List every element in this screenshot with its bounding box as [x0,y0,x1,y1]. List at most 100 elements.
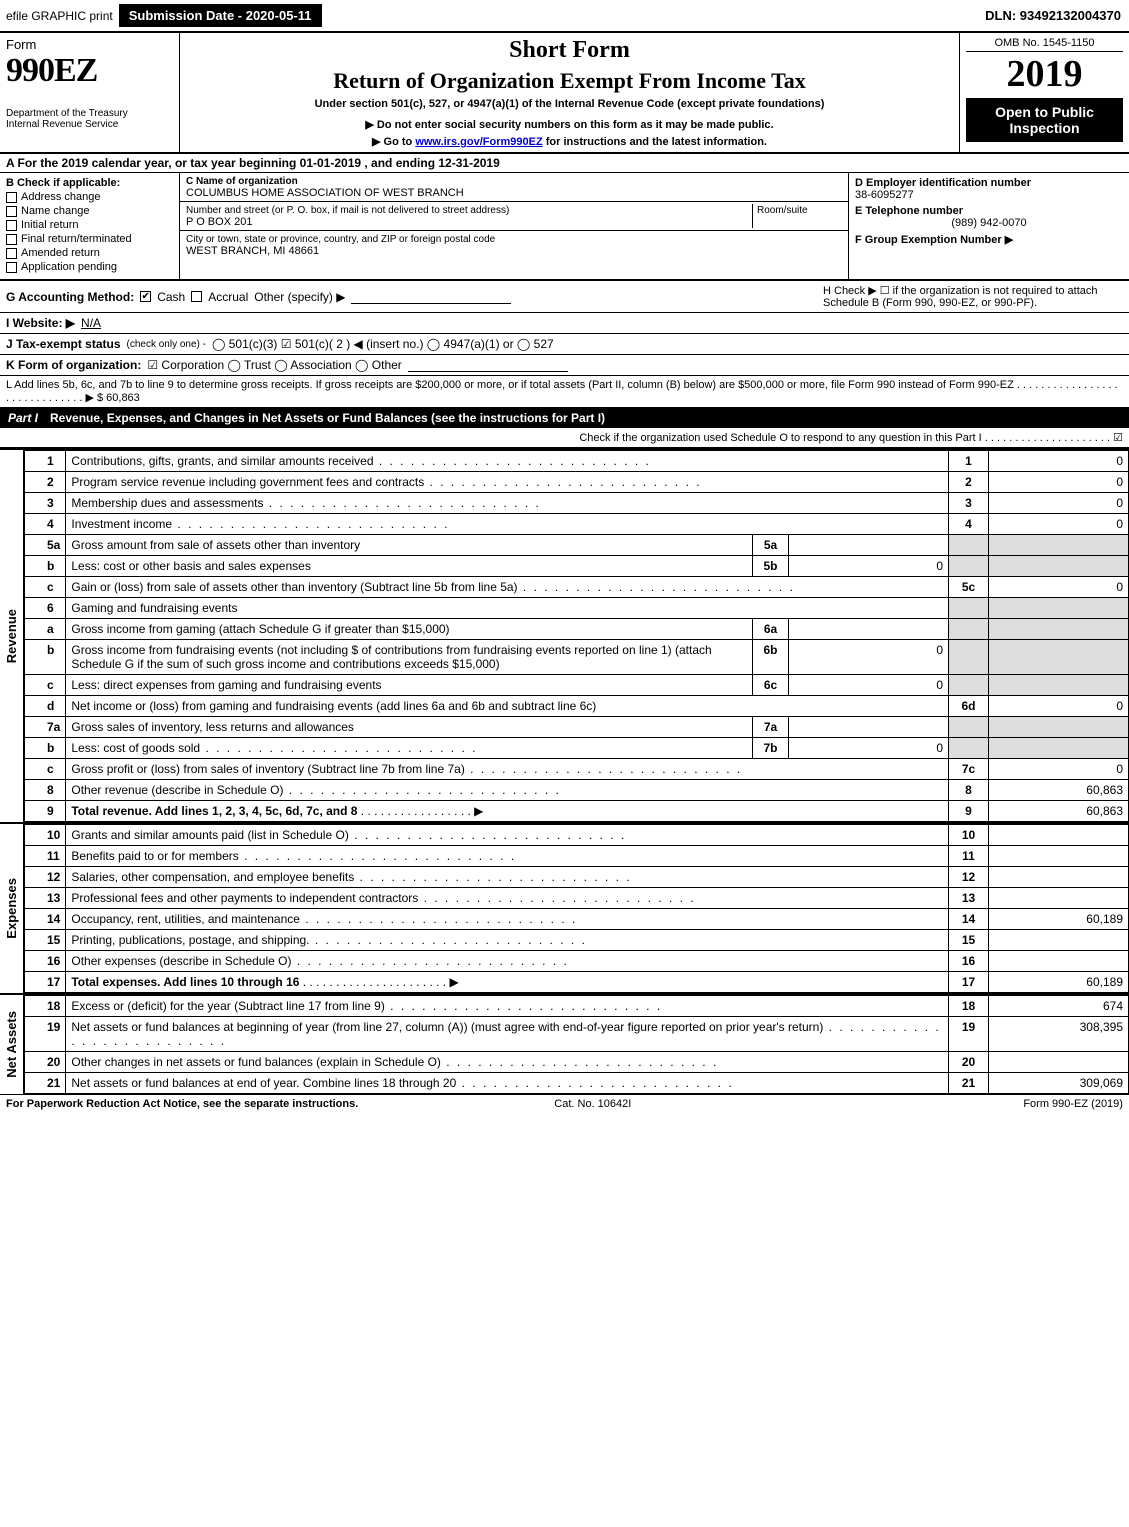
c-street-label: Number and street (or P. O. box, if mail… [186,205,509,216]
irs-label: Internal Revenue Service [6,119,173,130]
name-change-checkbox[interactable] [6,206,17,217]
line5a-sub: 5a [753,535,789,556]
j-label: J Tax-exempt status [6,337,121,351]
row-l-gross-receipts: L Add lines 5b, 6c, and 7b to line 9 to … [0,376,1129,408]
line13-desc: Professional fees and other payments to … [71,891,695,905]
c-name-label: C Name of organization [186,176,298,187]
col-def: D Employer identification number 38-6095… [849,173,1129,279]
b-opt-0: Address change [21,191,101,203]
g-other: Other (specify) ▶ [254,290,345,304]
b-title: B Check if applicable: [6,177,173,189]
line4-val: 0 [989,514,1129,535]
efile-label: efile GRAPHIC print [6,9,113,23]
row-j-tax-status: J Tax-exempt status (check only one) - ◯… [0,334,1129,355]
line1-desc: Contributions, gifts, grants, and simila… [71,454,651,468]
b-opt-1: Name change [21,205,90,217]
line5c-desc: Gain or (loss) from sale of assets other… [71,580,795,594]
top-bar: efile GRAPHIC print Submission Date - 20… [0,0,1129,33]
form-header: Form 990EZ Department of the Treasury In… [0,33,1129,154]
g-other-field[interactable] [351,290,511,304]
line6d-val: 0 [989,696,1129,717]
goto-pre: Go to [384,136,416,148]
line16-desc: Other expenses (describe in Schedule O) [71,954,569,968]
line14-desc: Occupancy, rent, utilities, and maintena… [71,912,577,926]
line10-desc: Grants and similar amounts paid (list in… [71,828,626,842]
final-return-checkbox[interactable] [6,234,17,245]
accrual-checkbox[interactable] [191,291,202,302]
line6c-sub: 6c [753,675,789,696]
revenue-table: 1Contributions, gifts, grants, and simil… [24,450,1129,822]
line6b-subval: 0 [789,640,949,675]
line7b-subval: 0 [789,738,949,759]
line9-val: 60,863 [989,801,1129,822]
line2-desc: Program service revenue including govern… [71,475,701,489]
application-pending-checkbox[interactable] [6,262,17,273]
line8-desc: Other revenue (describe in Schedule O) [71,783,560,797]
address-change-checkbox[interactable] [6,192,17,203]
row-g-h: G Accounting Method: Cash Accrual Other … [0,281,1129,313]
org-name: COLUMBUS HOME ASSOCIATION OF WEST BRANCH [186,187,464,199]
j-note: (check only one) - [127,339,206,350]
line20-desc: Other changes in net assets or fund bala… [71,1055,718,1069]
g-label: G Accounting Method: [6,290,134,304]
h-text: H Check ▶ ☐ if the organization is not r… [823,284,1123,309]
line6c-subval: 0 [789,675,949,696]
line6-desc: Gaming and fundraising events [71,601,237,615]
dln-label: DLN: 93492132004370 [977,4,1129,27]
part1-header: Part I Revenue, Expenses, and Changes in… [0,408,1129,428]
line7a-sub: 7a [753,717,789,738]
i-label: I Website: ▶ [6,316,75,330]
org-street: P O BOX 201 [186,216,252,228]
c-city-label: City or town, state or province, country… [186,234,495,245]
line7c-val: 0 [989,759,1129,780]
submission-date-badge: Submission Date - 2020-05-11 [119,4,322,27]
expenses-section: Expenses 10Grants and similar amounts pa… [0,822,1129,993]
line6d-desc: Net income or (loss) from gaming and fun… [71,699,596,713]
initial-return-checkbox[interactable] [6,220,17,231]
k-options: ☑ Corporation ◯ Trust ◯ Association ◯ Ot… [147,358,401,372]
omb-number: OMB No. 1545-1150 [966,37,1123,52]
b-opt-2: Initial return [21,219,78,231]
line7b-desc: Less: cost of goods sold [71,741,477,755]
line18-desc: Excess or (deficit) for the year (Subtra… [71,999,662,1013]
line3-desc: Membership dues and assessments [71,496,540,510]
e-phone-value: (989) 942-0070 [855,217,1123,229]
revenue-section: Revenue 1Contributions, gifts, grants, a… [0,448,1129,822]
line6b-sub: 6b [753,640,789,675]
netassets-section: Net Assets 18Excess or (deficit) for the… [0,993,1129,1094]
d-ein-label: D Employer identification number [855,177,1123,189]
line20-val [989,1052,1129,1073]
line5b-subval: 0 [789,556,949,577]
line11-desc: Benefits paid to or for members [71,849,516,863]
row-a-calendar-year: A For the 2019 calendar year, or tax yea… [0,154,1129,173]
g-accrual: Accrual [208,290,248,304]
irs-link[interactable]: www.irs.gov/Form990EZ [415,136,542,148]
amended-return-checkbox[interactable] [6,248,17,259]
j-options: ◯ 501(c)(3) ☑ 501(c)( 2 ) ◀ (insert no.)… [212,337,554,351]
return-title: Return of Organization Exempt From Incom… [188,68,951,94]
goto-post: for instructions and the latest informat… [543,136,767,148]
cash-checkbox[interactable] [140,291,151,302]
line15-desc: Printing, publications, postage, and shi… [71,933,587,947]
line19-desc: Net assets or fund balances at beginning… [71,1020,940,1048]
line21-val: 309,069 [989,1073,1129,1094]
line5b-desc: Less: cost or other basis and sales expe… [71,559,310,573]
page-footer: For Paperwork Reduction Act Notice, see … [0,1094,1129,1113]
tax-year: 2019 [966,52,1123,96]
k-other-field[interactable] [408,358,568,372]
g-cash: Cash [157,290,185,304]
line6a-sub: 6a [753,619,789,640]
form-word: Form [6,37,173,52]
line5a-subval [789,535,949,556]
line1-val: 0 [989,451,1129,472]
b-opt-5: Application pending [21,261,117,273]
col-c-org-info: C Name of organization COLUMBUS HOME ASS… [180,173,849,279]
b-opt-3: Final return/terminated [21,233,132,245]
k-label: K Form of organization: [6,358,141,372]
col-b-checkboxes: B Check if applicable: Address change Na… [0,173,180,279]
line3-val: 0 [989,493,1129,514]
line8-val: 60,863 [989,780,1129,801]
part1-label: Part I [8,411,38,425]
footer-mid: Cat. No. 10642I [554,1098,631,1110]
line5c-val: 0 [989,577,1129,598]
